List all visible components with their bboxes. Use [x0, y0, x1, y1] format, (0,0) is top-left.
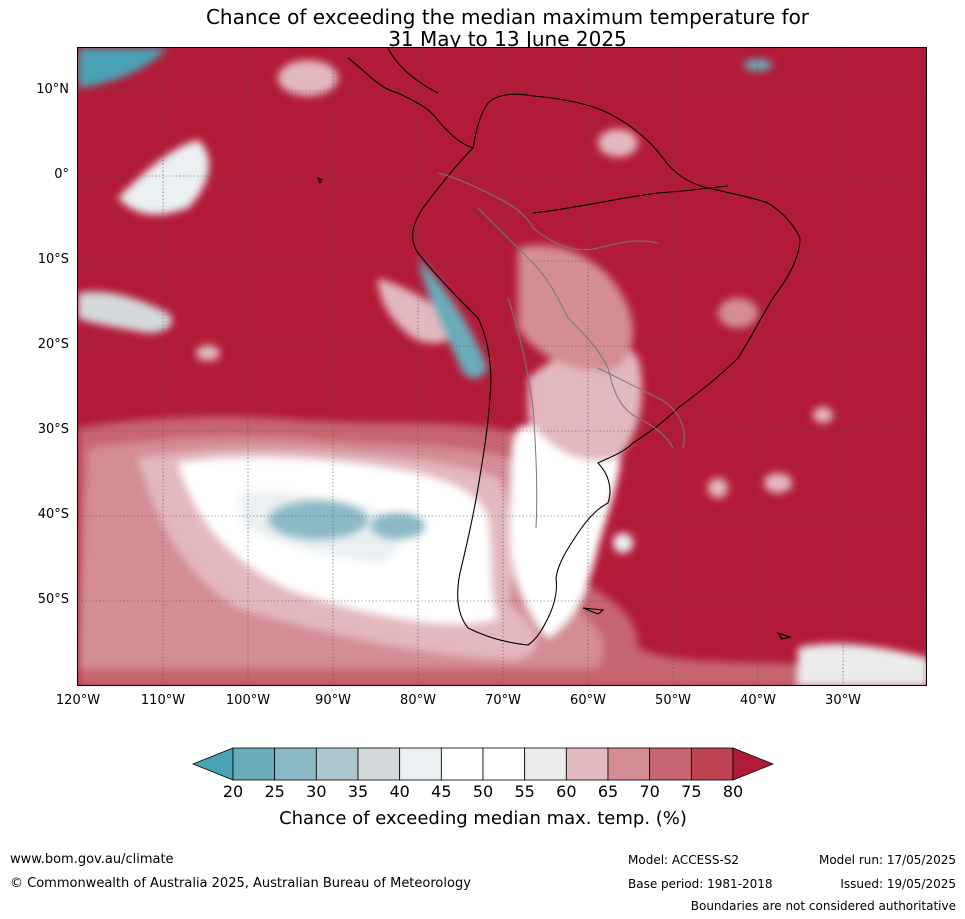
longitude-label-70w: 70°W	[485, 693, 521, 708]
colorbar-tick-label: 20	[222, 782, 244, 801]
colorbar-segment	[482, 747, 526, 781]
colorbar-tick-label: 55	[514, 782, 535, 801]
base-period: Base period: 1981-2018	[628, 877, 773, 891]
colorbar-tick-label: 60	[556, 782, 577, 801]
longitude-label-100w: 100°W	[225, 693, 271, 708]
colorbar-segments	[192, 747, 774, 781]
probability-shading	[78, 48, 926, 685]
coastlines	[316, 48, 801, 646]
longitude-label-60w: 60°W	[570, 693, 606, 708]
colorbar-segment	[607, 747, 651, 781]
longitude-label-110w: 110°W	[140, 693, 186, 708]
colorbar-segment	[690, 747, 734, 781]
colorbar-segment	[274, 747, 317, 781]
map-title-line-2: 31 May to 13 June 2025	[388, 27, 627, 51]
latitude-label-50s: 50°S	[37, 592, 69, 607]
colorbar-segment	[524, 747, 567, 781]
colorbar-segment	[357, 747, 401, 781]
boundary-disclaimer: Boundaries are not considered authoritat…	[690, 899, 956, 913]
colorbar-tick-label: 35	[347, 782, 369, 801]
latitude-label-10s: 10°S	[37, 252, 69, 267]
longitude-label-90w: 90°W	[315, 693, 351, 708]
colorbar	[192, 747, 774, 781]
colorbar-tick-label: 50	[472, 782, 494, 801]
colorbar-label: Chance of exceeding median max. temp. (%…	[279, 808, 687, 829]
colorbar-tick-label: 80	[722, 782, 744, 801]
colorbar-segment	[565, 747, 609, 781]
longitude-label-30w: 30°W	[825, 693, 861, 708]
model-run-date: Model run: 17/05/2025	[818, 853, 956, 867]
forecast-map	[77, 47, 927, 686]
longitude-label-120w: 120°W	[55, 693, 101, 708]
issued-date: Issued: 19/05/2025	[840, 877, 956, 891]
colorbar-segment	[440, 747, 484, 781]
colorbar-tick-label: 45	[431, 782, 452, 801]
colorbar-segment	[232, 747, 276, 781]
colorbar-tick-label: 70	[639, 782, 660, 801]
country-borders	[437, 172, 685, 529]
colorbar-extension-low	[192, 747, 234, 781]
longitude-label-50w: 50°W	[655, 693, 691, 708]
colorbar-segment	[315, 747, 359, 781]
colorbar-segment	[649, 747, 692, 781]
latitude-label-0: 0°	[54, 167, 69, 182]
colorbar-tick-label: 75	[681, 782, 702, 801]
colorbar-extension-high	[732, 747, 774, 781]
colorbar-tick-label: 65	[597, 782, 619, 801]
website-link[interactable]: www.bom.gov.au/climate	[10, 852, 174, 867]
map-title-line-1: Chance of exceeding the median maximum t…	[205, 5, 810, 29]
latitude-label-20s: 20°S	[37, 337, 69, 352]
latitude-label-30s: 30°S	[37, 422, 69, 437]
map-canvas	[78, 48, 926, 685]
graticule	[78, 48, 926, 685]
colorbar-tick-label: 25	[264, 782, 285, 801]
colorbar-tick-label: 40	[389, 782, 410, 801]
latitude-label-10n: 10°N	[36, 82, 69, 97]
colorbar-segment	[399, 747, 442, 781]
longitude-label-40w: 40°W	[740, 693, 776, 708]
longitude-label-80w: 80°W	[400, 693, 436, 708]
colorbar-tick-label: 30	[306, 782, 327, 801]
model-name: Model: ACCESS-S2	[628, 853, 740, 867]
copyright-notice: © Commonwealth of Australia 2025, Austra…	[10, 876, 471, 891]
latitude-label-40s: 40°S	[37, 507, 69, 522]
